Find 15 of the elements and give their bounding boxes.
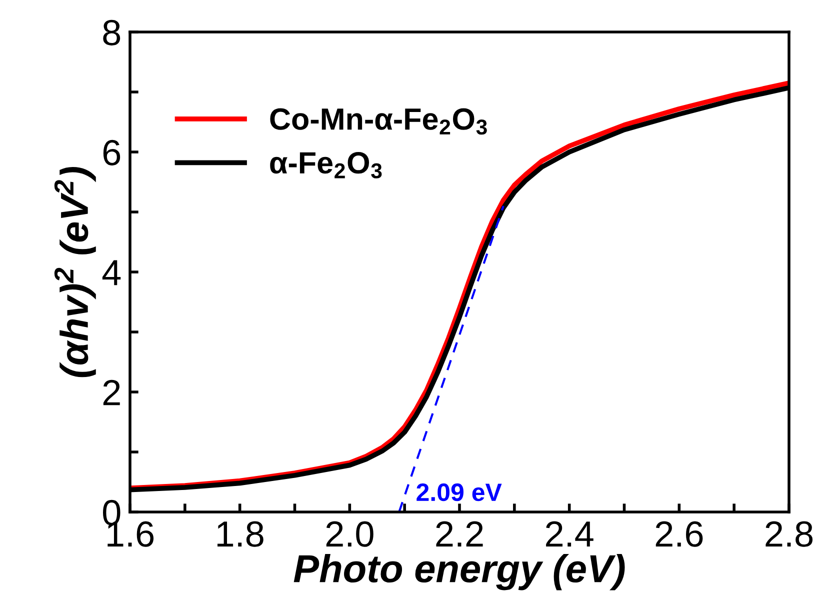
x-tick-label: 1.8 bbox=[217, 521, 264, 547]
y-tick-label: 6 bbox=[103, 140, 120, 166]
annotation: 2.09 eV bbox=[416, 483, 502, 502]
y-tick-label: 4 bbox=[102, 260, 121, 286]
x-tick-label: 2.4 bbox=[546, 521, 594, 547]
x-tick-label: 2.0 bbox=[326, 521, 374, 547]
y-tick-label: 8 bbox=[103, 20, 120, 46]
legend-label: Co-Mn-α-Fe$_{2}$O$_{3}$ bbox=[270, 108, 487, 135]
x-tick-label: 2.2 bbox=[436, 521, 483, 547]
x-tick-label: 2.6 bbox=[656, 521, 703, 547]
y-tick-label: 2 bbox=[103, 380, 120, 406]
x-axis-title: Photo energy (eV) bbox=[294, 554, 625, 590]
legend-label: α-Fe$_{2}$O$_{3}$ bbox=[270, 152, 382, 178]
x-tick-label: 2.8 bbox=[766, 521, 813, 547]
y-axis-title: (αhv)$^{2}$ (eV$^{2}$) bbox=[54, 166, 96, 378]
